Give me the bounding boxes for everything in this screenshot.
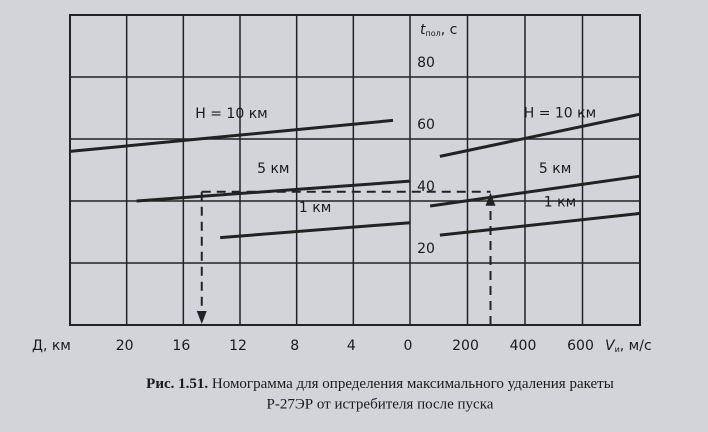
- y-unit: , с: [441, 22, 458, 38]
- plot-frame: [69, 14, 641, 326]
- x-tick-label: 8: [290, 338, 299, 354]
- y-subscript: пол: [426, 29, 441, 38]
- x-subscript: и: [615, 345, 620, 354]
- x-tick-label: 600: [567, 338, 594, 354]
- x-tick-label: 4: [347, 338, 356, 354]
- x-axis-label: Д, км: [32, 338, 71, 354]
- x-tick-label: 0: [404, 338, 413, 354]
- series-label: 5 км: [257, 161, 289, 177]
- caption-number: Рис. 1.51.: [146, 376, 208, 392]
- series-label: H = 10 км: [195, 106, 267, 122]
- x-tick-label: 200: [452, 338, 479, 354]
- line: [69, 118, 394, 153]
- x-unit: , м/с: [620, 338, 652, 354]
- x-tick-label: 20: [116, 338, 134, 354]
- x-tick-label: 12: [229, 338, 247, 354]
- caption-text: Номограмма для определения максимального…: [212, 376, 614, 392]
- line: [429, 174, 641, 208]
- caption-line2: Р-27ЭР от истребителя после пуска: [267, 396, 494, 412]
- caption-line1: Рис. 1.51. Номограмма для определения ма…: [146, 376, 614, 392]
- line: [220, 221, 411, 240]
- series-label: 1 км: [299, 200, 331, 216]
- series-label: H = 10 км: [524, 105, 596, 121]
- y-axis-label: tпол, с: [420, 22, 457, 38]
- series-label: 1 км: [544, 194, 576, 210]
- y-tick-label: 20: [417, 241, 435, 257]
- arrow-head: [485, 192, 496, 206]
- y-tick-label: 80: [417, 55, 435, 71]
- x-axis-label: Vи, м/с: [605, 338, 652, 354]
- y-symbol: t: [420, 22, 426, 38]
- x-tick-label: 16: [172, 338, 190, 354]
- line: [439, 211, 641, 237]
- x-tick-label: 400: [510, 338, 537, 354]
- line: [439, 112, 641, 158]
- arrow-head: [196, 311, 207, 324]
- x-symbol: V: [605, 338, 616, 354]
- series-label: 5 км: [539, 161, 571, 177]
- y-tick-label: 60: [417, 117, 435, 133]
- line: [136, 179, 411, 203]
